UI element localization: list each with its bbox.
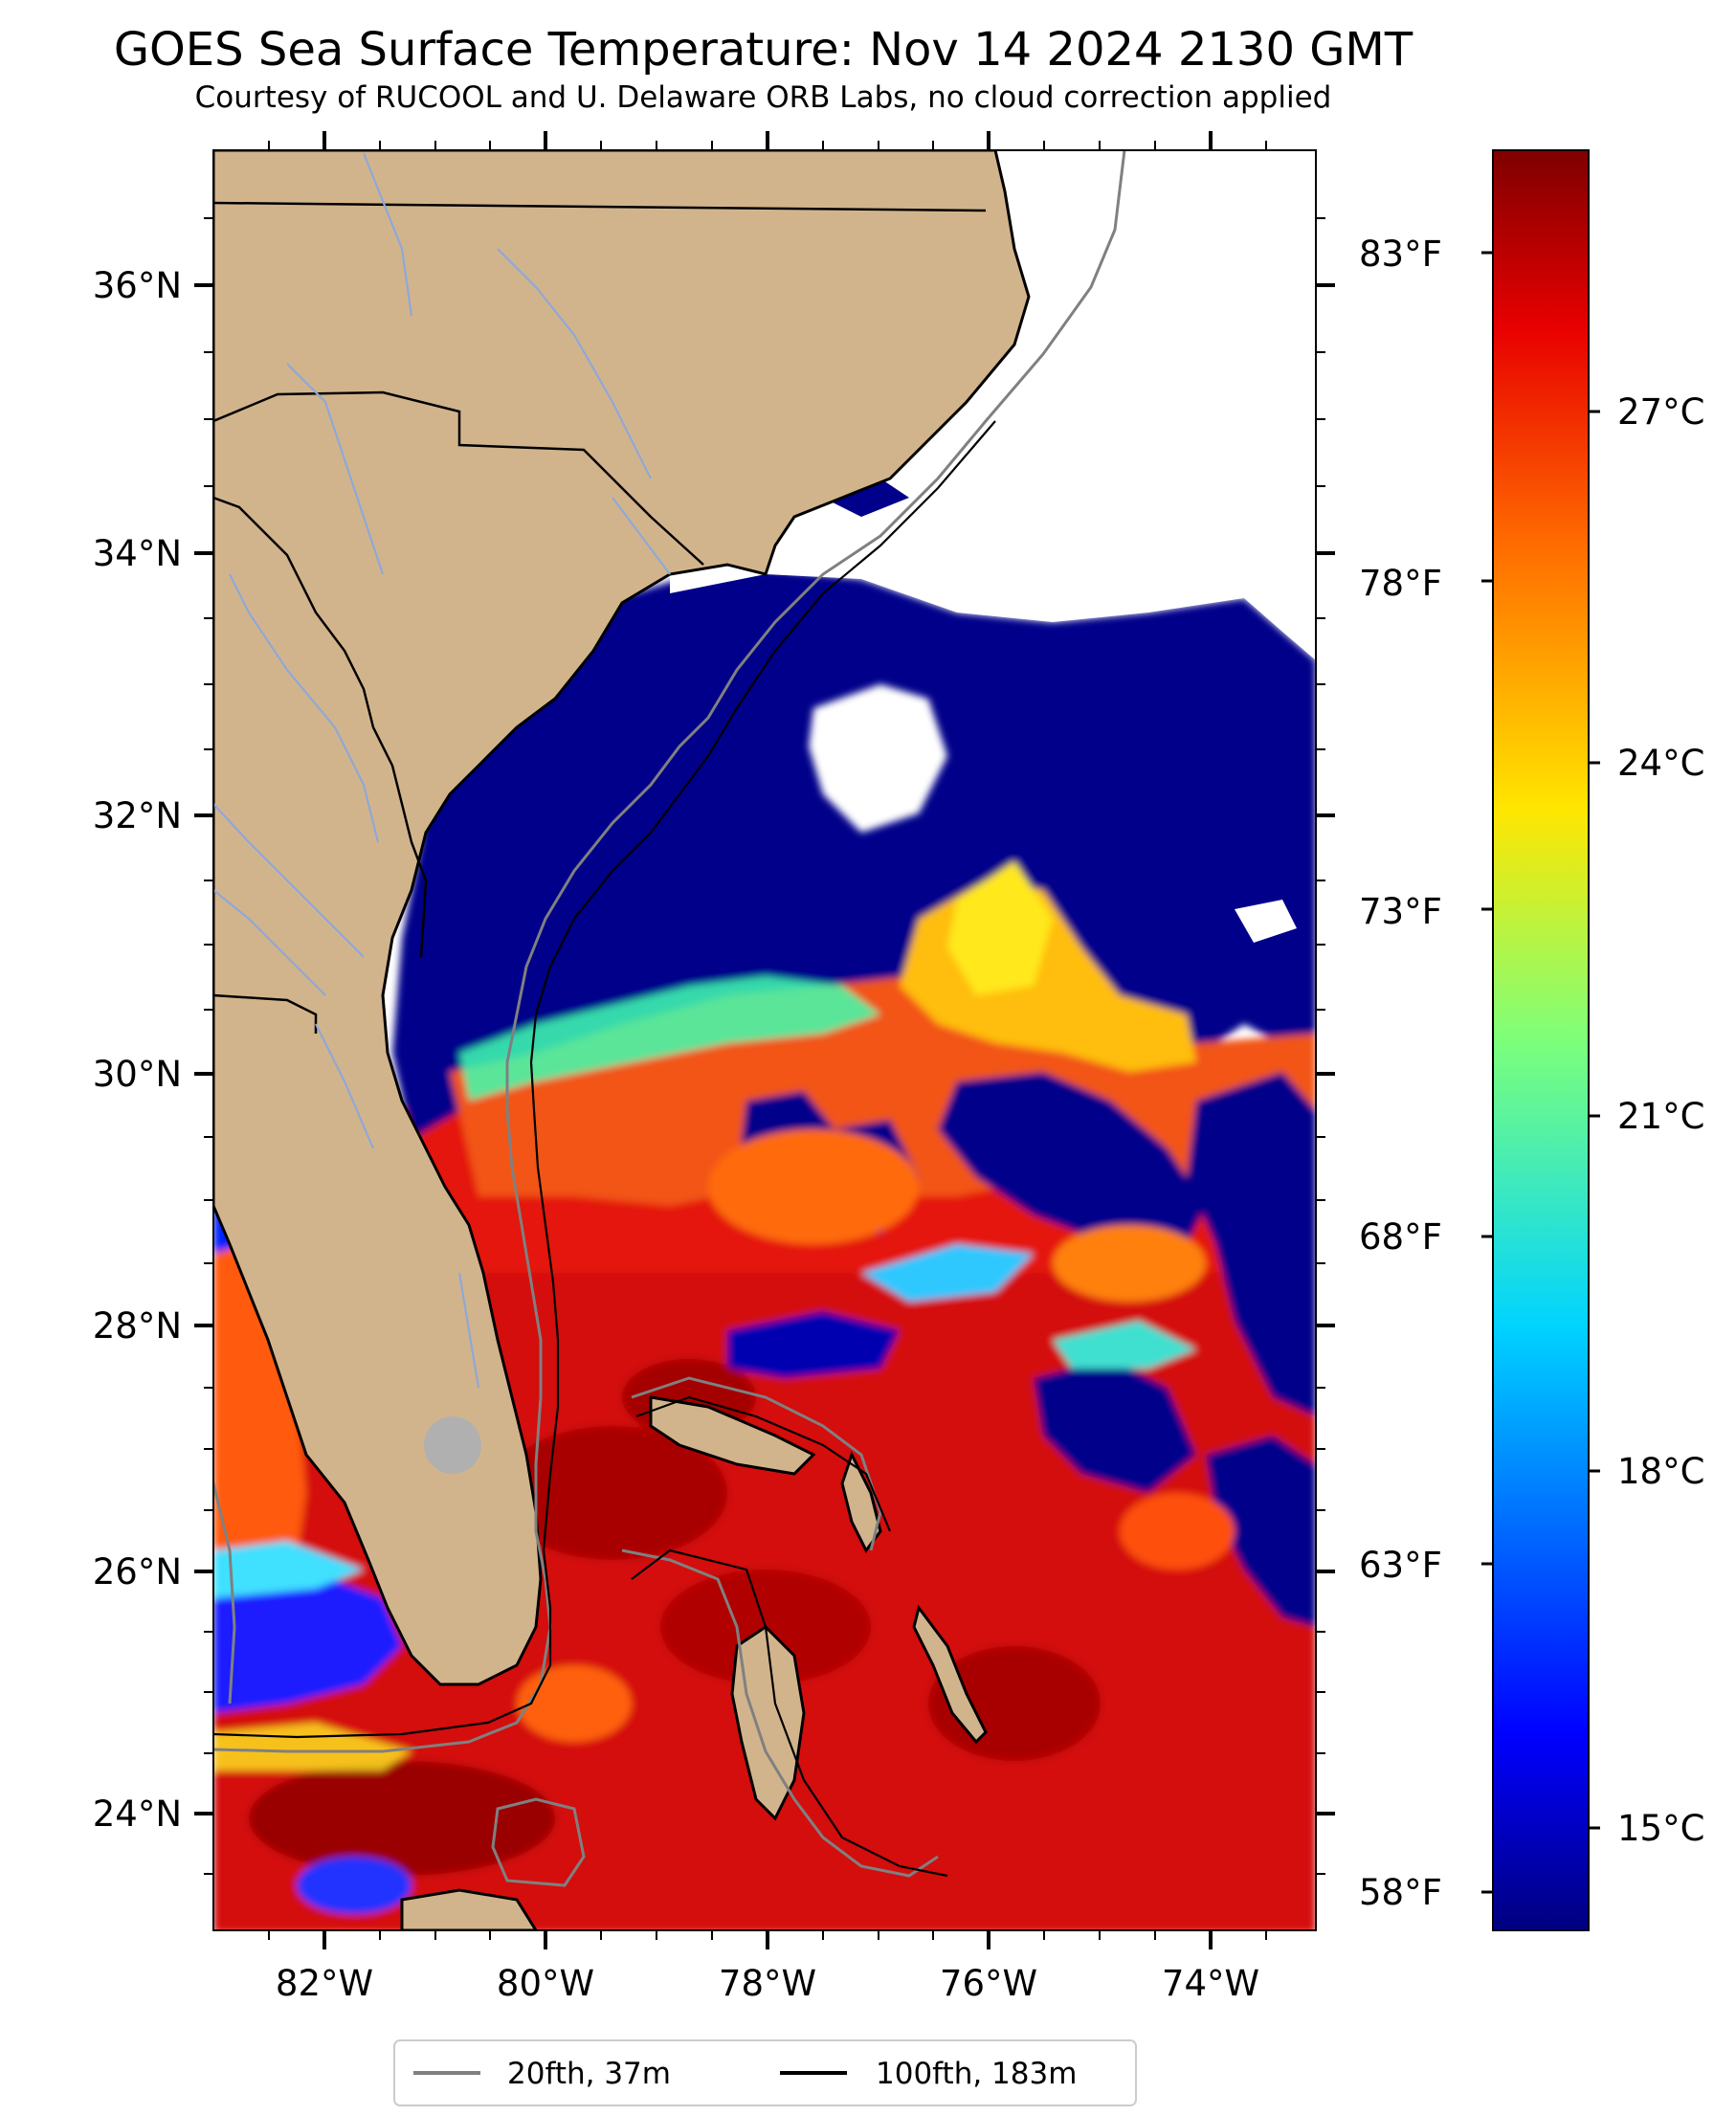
land-cuba-coast: [400, 1888, 538, 1930]
sst-map: [213, 150, 1316, 1930]
f-label-78: 78°F: [1359, 563, 1442, 604]
c-label-15: 15°C: [1617, 1808, 1704, 1849]
lat-label-32: 32°N: [93, 795, 182, 836]
legend-label-20fth: 20fth, 37m: [507, 2057, 671, 2091]
lon-label-80: 80°W: [497, 1963, 594, 2004]
f-label-83: 83°F: [1359, 234, 1442, 275]
map-frame: [212, 149, 1317, 1931]
c-label-18: 18°C: [1617, 1451, 1704, 1492]
longitude-labels: 82°W 80°W 78°W 76°W 74°W: [276, 1963, 1259, 2004]
no-data-areas: [670, 150, 1316, 943]
lat-label-24: 24°N: [93, 1793, 182, 1835]
lat-label-30: 30°N: [93, 1054, 182, 1095]
legend-box: [393, 2039, 1137, 2106]
map-title: GOES Sea Surface Temperature: Nov 14 202…: [113, 23, 1413, 77]
lon-label-74: 74°W: [1162, 1963, 1259, 2004]
f-label-58: 58°F: [1359, 1872, 1442, 1913]
c-label-21: 21°C: [1617, 1096, 1704, 1137]
lat-label-28: 28°N: [93, 1305, 182, 1347]
c-label-27: 27°C: [1617, 391, 1704, 433]
latitude-axis: [194, 283, 1335, 1815]
land-andros-island: [730, 1625, 806, 1821]
lat-label-26: 26°N: [93, 1551, 182, 1593]
fahrenheit-ticks: [1481, 251, 1493, 1894]
contour-100fth: [213, 420, 996, 1878]
f-label-73: 73°F: [1359, 891, 1442, 932]
minor-ticks: [204, 141, 1325, 1940]
longitude-axis: [323, 131, 1213, 1949]
legend-label-100fth: 100fth, 183m: [876, 2057, 1077, 2091]
legend: 20fth, 37m 100fth, 183m: [393, 2039, 1137, 2106]
lon-label-78: 78°W: [719, 1963, 816, 2004]
fahrenheit-labels: 83°F 78°F 73°F 68°F 63°F 58°F: [1359, 234, 1442, 1913]
f-label-68: 68°F: [1359, 1216, 1442, 1258]
latitude-labels: 36°N 34°N 32°N 30°N 28°N 26°N 24°N: [93, 265, 182, 1835]
c-label-24: 24°C: [1617, 743, 1704, 784]
colorbar-gradient: [1492, 149, 1590, 1931]
state-borders: [213, 201, 987, 1034]
contour-20fth: [213, 150, 1126, 1887]
lon-label-82: 82°W: [276, 1963, 373, 2004]
map-subtitle: Courtesy of RUCOOL and U. Delaware ORB L…: [194, 80, 1332, 115]
land-southeast-us: [213, 150, 1031, 1686]
lat-label-34: 34°N: [93, 533, 182, 574]
lon-label-76: 76°W: [940, 1963, 1037, 2004]
lat-label-36: 36°N: [93, 265, 182, 306]
f-label-63: 63°F: [1359, 1545, 1442, 1586]
land-eleuthera: [912, 1604, 988, 1745]
rivers: [213, 152, 671, 1389]
colorbar: 27°C 24°C 21°C 18°C 15°C: [1492, 149, 1704, 1931]
land-abaco: [840, 1451, 882, 1553]
lake-okeechobee: [424, 1416, 481, 1474]
land-grand-bahama: [649, 1395, 816, 1476]
